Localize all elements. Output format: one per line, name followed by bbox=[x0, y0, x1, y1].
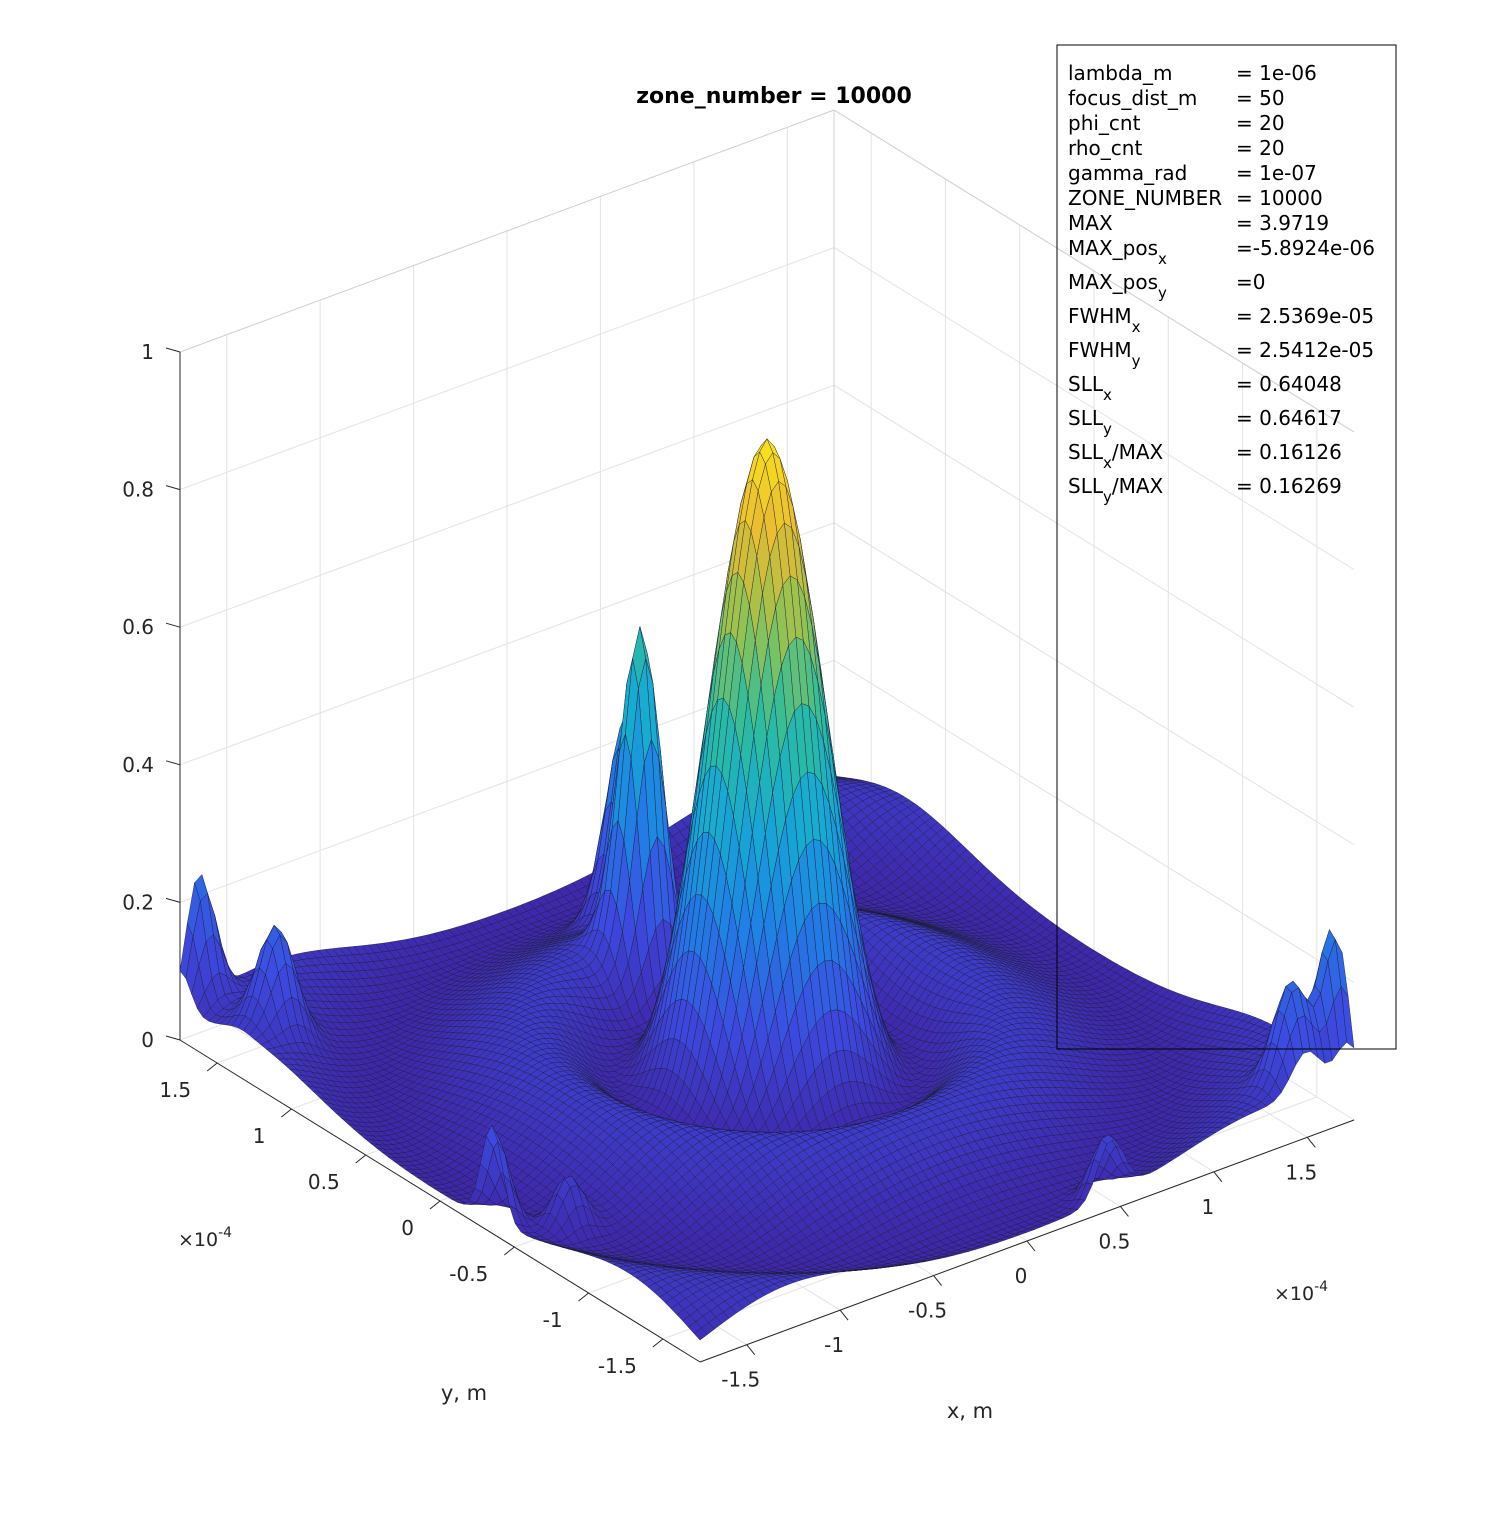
annotation-param-name: lambda_m bbox=[1068, 61, 1172, 85]
annotation-param-value: =0 bbox=[1236, 270, 1265, 294]
chart-title: zone_number = 10000 bbox=[636, 84, 912, 109]
z-tick-label: 0.6 bbox=[122, 615, 154, 639]
annotation-param-value: = 0.16126 bbox=[1236, 440, 1342, 464]
z-tick-mark bbox=[165, 897, 181, 903]
z-tick-mark bbox=[165, 622, 181, 628]
annotation-param-name: MAX_posx bbox=[1068, 236, 1167, 268]
annotation-param-value: = 3.9719 bbox=[1236, 211, 1329, 235]
annotation-param-value: = 20 bbox=[1236, 136, 1285, 160]
z-tick-label: 0.8 bbox=[122, 478, 154, 502]
annotation-param-value: = 0.16269 bbox=[1236, 474, 1342, 498]
annotation-param-value: = 50 bbox=[1236, 86, 1285, 110]
x-tick-mark bbox=[933, 1275, 942, 1286]
grid-line bbox=[833, 659, 1355, 983]
y-tick-label: -1.5 bbox=[598, 1354, 637, 1378]
z-tick-label: 0.2 bbox=[122, 890, 154, 914]
annotation-param-name: phi_cnt bbox=[1068, 111, 1141, 135]
grid-line bbox=[179, 247, 835, 491]
annotation-param-value: = 0.64617 bbox=[1236, 406, 1342, 430]
y-tick-mark bbox=[503, 1246, 515, 1256]
annotation-param-name: SLLy/MAX bbox=[1068, 474, 1164, 506]
annotation-param-value: = 2.5412e-05 bbox=[1236, 338, 1374, 362]
surface-plot bbox=[179, 438, 1355, 1341]
z-tick-mark bbox=[165, 760, 181, 766]
y-tick-label: -0.5 bbox=[449, 1262, 488, 1286]
annotation-param-value: = 1e-07 bbox=[1236, 161, 1317, 185]
z-tick-mark bbox=[165, 485, 181, 491]
x-tick-mark bbox=[1306, 1136, 1316, 1148]
annotation-param-name: FWHMx bbox=[1068, 304, 1141, 336]
annotation-border bbox=[1056, 44, 1397, 1050]
x-axis-label: x, m bbox=[947, 1399, 993, 1423]
x-tick-mark bbox=[1026, 1240, 1036, 1252]
annotation-param-value: =-5.8924e-06 bbox=[1236, 236, 1375, 260]
y-axis-label: y, m bbox=[441, 1381, 487, 1405]
x-tick-mark bbox=[1213, 1171, 1223, 1183]
annotation-param-value: = 10000 bbox=[1236, 186, 1323, 210]
y-axis-exponent: ×10-4 bbox=[178, 1225, 232, 1251]
annotation-param-name: rho_cnt bbox=[1068, 136, 1142, 160]
annotation-param-name: MAX bbox=[1068, 211, 1113, 235]
z-tick-label: 0.4 bbox=[122, 753, 154, 777]
y-tick-mark bbox=[652, 1338, 664, 1348]
x-tick-mark bbox=[839, 1309, 849, 1321]
x-tick-label: -0.5 bbox=[908, 1299, 947, 1323]
grid-line bbox=[833, 522, 1355, 846]
annotation-param-name: gamma_rad bbox=[1068, 161, 1187, 185]
annotation-param-name: ZONE_NUMBER bbox=[1068, 186, 1222, 210]
y-tick-label: -1 bbox=[543, 1308, 563, 1332]
annotation-param-value: = 1e-06 bbox=[1236, 61, 1317, 85]
box-edge bbox=[179, 109, 835, 353]
annotation-param-value: = 2.5369e-05 bbox=[1236, 304, 1374, 328]
y-tick-label: 0 bbox=[401, 1216, 414, 1240]
x-tick-label: -1.5 bbox=[721, 1368, 760, 1392]
x-tick-mark bbox=[746, 1344, 756, 1356]
z-tick-label: 1 bbox=[141, 340, 154, 364]
y-tick-mark bbox=[355, 1154, 367, 1164]
annotation-param-name: SLLy bbox=[1068, 406, 1112, 438]
annotation-param-name: SLLx bbox=[1068, 372, 1112, 404]
grid-line bbox=[833, 384, 1355, 708]
axis-ticks: 0 0.2 0.4 0.6 0.8 1 -1.5 -1 -0.5 0 0.5 1 1.5 -1.5 -1 -0… bbox=[122, 340, 1317, 1392]
x-tick-label: 1 bbox=[1201, 1195, 1214, 1219]
parameter-annotation-box: lambda_m = 1e-06 focus_dist_m = 50 phi_cnt = … bbox=[1056, 44, 1397, 1050]
grid-line bbox=[833, 247, 1355, 571]
x-tick-label: 0.5 bbox=[1099, 1229, 1131, 1253]
x-tick-label: 1.5 bbox=[1285, 1160, 1317, 1184]
y-tick-label: 1 bbox=[253, 1124, 266, 1148]
x-tick-label: 0 bbox=[1015, 1264, 1028, 1288]
annotation-param-name: MAX_posy bbox=[1068, 270, 1167, 302]
annotation-param-name: FWHMy bbox=[1068, 338, 1141, 370]
y-tick-mark bbox=[578, 1292, 589, 1302]
y-tick-mark bbox=[429, 1200, 441, 1210]
box-edge bbox=[833, 109, 1355, 433]
annotation-param-value: = 0.64048 bbox=[1236, 372, 1342, 396]
annotation-param-name: SLLx/MAX bbox=[1068, 440, 1164, 472]
annotation-param-name: focus_dist_m bbox=[1068, 86, 1197, 110]
x-tick-mark bbox=[1120, 1206, 1129, 1217]
x-axis-exponent: ×10-4 bbox=[1274, 1279, 1328, 1305]
x-tick-label: -1 bbox=[824, 1333, 844, 1357]
y-tick-label: 0.5 bbox=[308, 1170, 340, 1194]
z-tick-mark bbox=[165, 1035, 181, 1041]
annotation-param-value: = 20 bbox=[1236, 111, 1285, 135]
z-tick-mark bbox=[165, 347, 181, 353]
y-tick-mark bbox=[206, 1062, 218, 1072]
grid-line bbox=[179, 522, 835, 766]
z-tick-label: 0 bbox=[141, 1028, 154, 1052]
y-tick-label: 1.5 bbox=[159, 1078, 191, 1102]
grid-line bbox=[179, 384, 835, 628]
y-tick-mark bbox=[281, 1108, 292, 1118]
